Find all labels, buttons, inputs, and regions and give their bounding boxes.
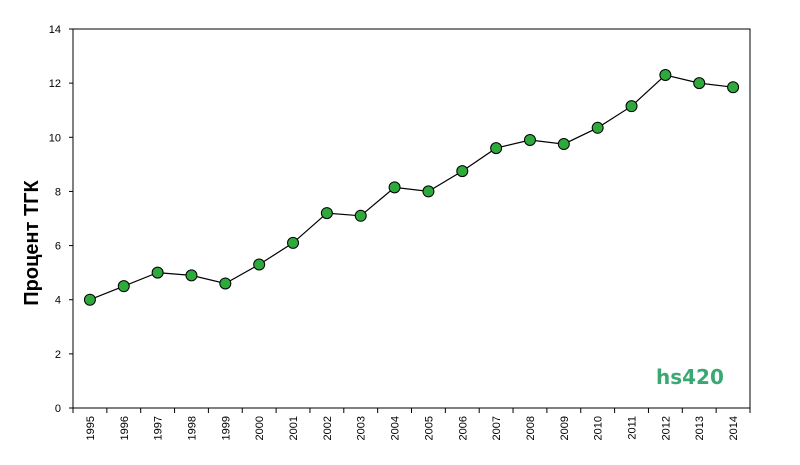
data-point — [523, 133, 536, 146]
x-tick-label: 2011 — [627, 416, 639, 440]
x-tick-label: 2003 — [356, 416, 368, 440]
x-tick-label: 2007 — [491, 416, 503, 440]
data-point — [625, 100, 638, 113]
y-tick-label: 8 — [55, 186, 61, 198]
data-point — [693, 77, 706, 90]
data-point — [320, 207, 333, 220]
y-tick-label: 14 — [49, 24, 61, 36]
data-point — [388, 181, 401, 194]
y-tick-label: 4 — [55, 295, 61, 307]
data-point — [287, 236, 300, 249]
y-axis: 0 2 4 6 8 10 12 14 — [49, 24, 73, 415]
x-tick-label: 2002 — [322, 416, 334, 440]
x-tick-label: 2014 — [728, 416, 740, 440]
x-tick-label: 1999 — [220, 416, 232, 440]
x-tick-label: 2000 — [254, 416, 266, 440]
data-point — [117, 280, 130, 293]
x-tick-label: 2001 — [288, 416, 300, 440]
watermark-logo: hs420 — [656, 365, 724, 389]
x-tick-label: 2004 — [390, 416, 402, 440]
x-tick-label: 2010 — [593, 416, 605, 440]
x-tick-label: 1995 — [85, 416, 97, 440]
x-tick-label: 2005 — [423, 416, 435, 440]
data-point — [219, 277, 232, 290]
x-axis: 1995 1996 1997 1998 1999 2000 2001 2002 2003 2004… — [72, 408, 751, 440]
y-tick-label: 0 — [55, 403, 61, 415]
x-tick-label: 1996 — [119, 416, 131, 440]
y-tick-label: 2 — [55, 349, 61, 361]
data-point — [422, 185, 435, 198]
data-point — [354, 209, 367, 222]
data-point — [659, 69, 672, 82]
x-tick-label: 2006 — [457, 416, 469, 440]
x-tick-label: 2009 — [559, 416, 571, 440]
x-tick-label: 2013 — [694, 416, 706, 440]
data-point — [557, 138, 570, 151]
data-point — [83, 293, 96, 306]
y-tick-label: 12 — [49, 78, 61, 90]
series-markers — [83, 69, 740, 306]
x-tick-label: 1997 — [153, 416, 165, 440]
x-tick-label: 1998 — [186, 416, 198, 440]
y-axis-label: Процент ТГК — [21, 179, 43, 305]
data-point — [456, 165, 469, 178]
plot-frame — [72, 28, 751, 409]
y-tick-label: 6 — [55, 241, 61, 253]
x-tick-label: 2012 — [660, 416, 672, 440]
data-point — [490, 142, 503, 155]
data-point — [185, 269, 198, 282]
data-point — [151, 266, 164, 279]
data-point — [591, 121, 604, 134]
data-point — [253, 258, 266, 271]
y-tick-label: 10 — [49, 132, 61, 144]
data-point — [727, 81, 740, 94]
x-tick-label: 2008 — [525, 416, 537, 440]
svg-text:hs420: hs420 — [656, 365, 724, 389]
